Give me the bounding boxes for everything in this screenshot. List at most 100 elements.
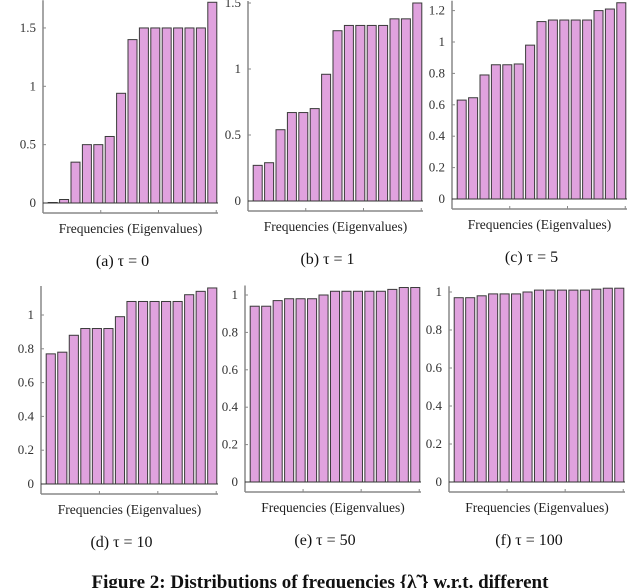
bar [309, 108, 320, 202]
subplot-caption: (d) τ = 10 [90, 534, 152, 551]
subplot-e: 0 0.2 0.4 0.6 0.8 1 Frequencies (Eigenvalues) (… [222, 285, 421, 549]
bar [570, 19, 581, 200]
y-tick-label: 1 [235, 61, 242, 76]
bar [579, 289, 590, 483]
y-tick-label: 1.5 [225, 0, 241, 10]
subplot-caption: (c) τ = 5 [505, 249, 558, 266]
bar [499, 293, 510, 483]
y-tick-label: 0 [28, 476, 35, 491]
y-tick-label: 0.4 [222, 399, 239, 414]
bar [502, 64, 513, 200]
y-tick-label: 0.4 [426, 398, 443, 413]
y-tick-label: 0 [436, 474, 443, 489]
bar [556, 289, 567, 483]
bar [307, 298, 318, 483]
subplot-c: 0 0.2 0.4 0.6 0.8 1 1.2 Frequencies (Eigenvalue… [429, 0, 627, 266]
bar [412, 2, 423, 202]
bar [536, 21, 547, 200]
bar [264, 162, 275, 202]
y-tick-label: 0 [235, 193, 242, 208]
y-tick-label: 0.8 [426, 322, 442, 337]
bar [545, 289, 556, 483]
y-tick-label: 0.2 [429, 160, 445, 175]
bar [355, 24, 366, 202]
bar [456, 99, 467, 200]
bar [57, 351, 68, 485]
y-tick-label: 1 [436, 284, 443, 299]
bar [93, 144, 104, 204]
bar [352, 290, 363, 483]
bar [295, 298, 306, 483]
x-axis-label: Frequencies (Eigenvalues) [465, 500, 609, 515]
bar [525, 44, 536, 200]
bar [453, 297, 464, 483]
subplot-b: 0 0.5 1 1.5 Frequencies (Eigenvalues) (b) τ =… [225, 0, 423, 268]
bar [479, 74, 490, 200]
bar [614, 287, 625, 483]
bar [104, 135, 115, 204]
y-tick-label: 0.5 [225, 127, 241, 142]
bar [138, 27, 149, 204]
subplot-caption: (a) τ = 0 [96, 253, 149, 270]
y-tick-label: 0.5 [20, 137, 36, 152]
subplot-a: 0 0.5 1 1.5 Frequencies (Eigenvalues) (a) τ =… [20, 0, 218, 270]
x-axis-label: Frequencies (Eigenvalues) [58, 502, 202, 517]
bar [116, 92, 127, 204]
y-tick-label: 0.6 [18, 375, 35, 390]
bar [137, 300, 149, 485]
bar [173, 27, 184, 204]
subplot-caption: (b) τ = 1 [300, 251, 354, 268]
bar [68, 334, 79, 485]
bar [126, 300, 137, 485]
y-tick-label: 0.6 [429, 97, 446, 112]
bar [616, 2, 627, 200]
bar [103, 328, 114, 485]
bar [593, 10, 604, 200]
bar [389, 18, 400, 202]
bar [604, 8, 615, 200]
bar [582, 19, 593, 200]
bar [195, 27, 206, 204]
bar [513, 63, 524, 200]
y-tick-label: 1 [30, 78, 37, 93]
bar [59, 198, 70, 204]
bar [468, 97, 479, 200]
y-tick-label: 0.6 [222, 362, 239, 377]
bar [511, 293, 522, 483]
bar [275, 129, 286, 202]
bar [184, 294, 195, 485]
bar [172, 300, 183, 485]
y-tick-label: 0 [439, 191, 446, 206]
y-tick-label: 1.2 [429, 3, 445, 18]
y-tick-label: 0 [30, 195, 37, 210]
subplot-f: 0 0.2 0.4 0.6 0.8 1 Frequencies (Eigenvalues) (… [426, 284, 625, 549]
bar [591, 288, 602, 483]
bar [366, 24, 377, 202]
bar [184, 27, 195, 204]
y-tick-label: 0 [232, 474, 239, 489]
x-axis-label: Frequencies (Eigenvalues) [59, 221, 203, 236]
y-tick-label: 0.4 [18, 408, 35, 423]
bar [533, 289, 545, 483]
bar [488, 293, 499, 483]
bar [321, 73, 332, 202]
bar [547, 19, 558, 200]
y-tick-label: 0.6 [426, 360, 443, 375]
figure-caption: Figure 2: Distributions of frequencies {… [92, 572, 550, 588]
bar [602, 287, 613, 483]
bar [364, 290, 375, 483]
bar [207, 1, 218, 204]
subplot-caption: (e) τ = 50 [294, 532, 355, 549]
y-tick-label: 1 [232, 287, 239, 302]
bar [81, 144, 92, 204]
bar [150, 27, 161, 204]
bar [329, 290, 341, 483]
bar [261, 305, 272, 483]
bar [410, 287, 421, 483]
bar [387, 288, 398, 483]
y-tick-label: 1.5 [20, 20, 36, 35]
bar [91, 328, 102, 485]
bar [343, 24, 354, 202]
subplot-caption: (f) τ = 100 [495, 532, 562, 549]
bar [161, 27, 172, 204]
